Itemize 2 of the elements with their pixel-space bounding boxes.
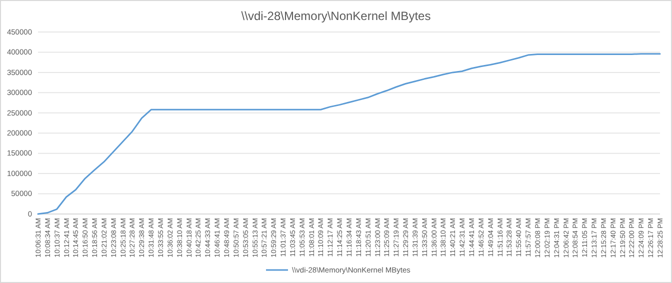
chart-title: \\vdi-28\Memory\NonKernel MBytes	[241, 9, 431, 23]
line-series	[37, 53, 661, 215]
